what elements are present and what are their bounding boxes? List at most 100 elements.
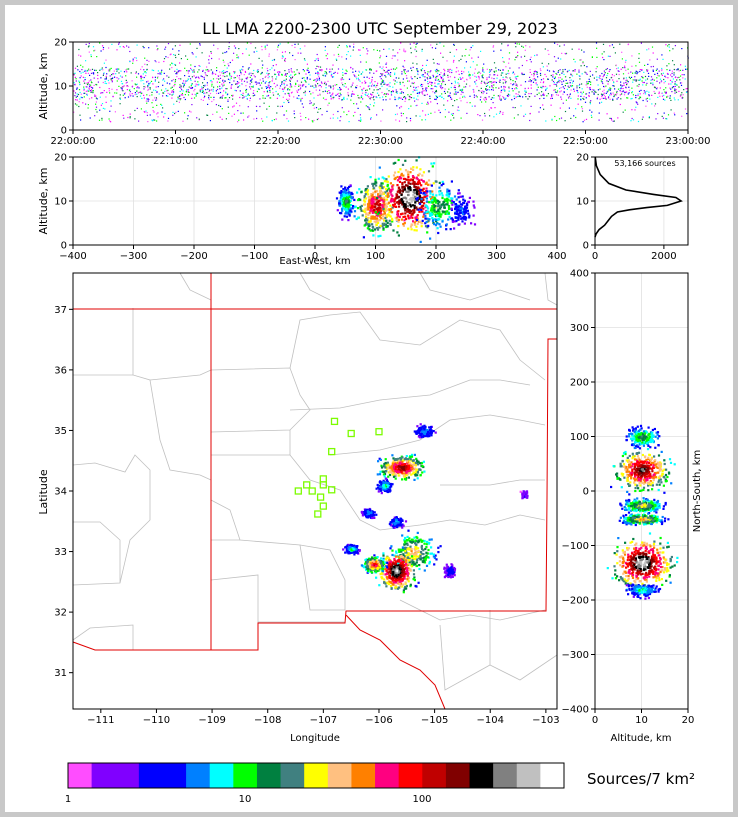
eastwest-density-mark [441, 196, 444, 200]
eastwest-density-mark [397, 195, 401, 199]
time-source-mark [571, 85, 574, 87]
time-source-mark [371, 93, 373, 96]
time-source-mark [211, 57, 213, 60]
time-source-mark [406, 71, 408, 73]
time-source-mark [234, 89, 236, 91]
time-source-mark [684, 65, 686, 67]
eastwest-density-mark [429, 237, 432, 240]
time-source-mark [427, 103, 429, 105]
time-source-mark [123, 46, 125, 48]
time-source-mark [221, 72, 223, 74]
time-source-mark [219, 74, 221, 76]
time-source-mark [648, 117, 650, 119]
time-source-mark [268, 86, 270, 89]
time-source-mark [620, 81, 622, 83]
time-source-mark [257, 69, 259, 71]
plan-density-mark [391, 471, 394, 474]
time-source-mark [358, 49, 360, 51]
time-source-mark [421, 74, 423, 76]
time-source-mark [502, 72, 504, 74]
time-source-mark [508, 86, 510, 88]
time-source-mark [403, 85, 405, 87]
time-source-mark [324, 98, 326, 101]
eastwest-density-mark [364, 189, 367, 192]
time-source-mark [610, 92, 612, 94]
time-source-mark [109, 92, 111, 94]
time-source-mark [97, 74, 99, 76]
time-source-mark [561, 52, 563, 54]
eastwest-density-mark [375, 207, 378, 211]
time-source-mark [87, 82, 89, 84]
eastwest-density-mark [385, 198, 388, 201]
time-source-mark [507, 93, 509, 95]
time-source-mark [85, 86, 87, 88]
time-source-mark [530, 105, 532, 107]
eastwest-density-mark [454, 212, 457, 215]
eastwest-density-mark [342, 202, 345, 205]
time-source-mark [294, 43, 296, 45]
time-source-mark [567, 85, 569, 87]
time-source-mark [95, 101, 97, 103]
time-source-mark [135, 57, 137, 59]
eastwest-density-mark [387, 192, 390, 195]
time-source-mark [85, 103, 87, 105]
eastwest-density-mark [406, 207, 409, 211]
time-source-mark [123, 117, 125, 119]
time-source-mark [492, 89, 494, 91]
time-source-mark [118, 85, 120, 87]
time-source-mark [178, 53, 180, 55]
time-source-mark [303, 70, 305, 72]
time-source-mark [140, 76, 142, 78]
time-source-mark [242, 66, 244, 68]
time-source-mark [140, 77, 142, 79]
time-source-mark [78, 80, 80, 82]
time-source-mark [304, 45, 306, 47]
eastwest-density-mark [385, 225, 388, 229]
time-source-mark [401, 71, 403, 73]
eastwest-density-mark [436, 214, 439, 217]
eastwest-density-mark [380, 196, 383, 200]
time-source-mark [260, 73, 262, 75]
time-source-mark [152, 99, 154, 101]
time-source-mark [309, 74, 311, 76]
time-source-mark [500, 89, 502, 91]
time-source-mark [340, 78, 342, 80]
time-source-mark [146, 64, 148, 66]
eastwest-density-mark [409, 198, 412, 201]
time-source-mark [109, 78, 112, 80]
time-source-mark [563, 91, 565, 93]
time-source-mark [603, 70, 605, 72]
time-source-mark [141, 76, 143, 78]
time-source-mark [375, 84, 378, 87]
eastwest-density-mark [411, 179, 415, 182]
time-source-mark [85, 70, 87, 72]
plan-density-mark [405, 477, 408, 480]
time-source-mark [679, 79, 681, 81]
time-source-mark [187, 70, 189, 72]
time-source-mark [534, 70, 536, 72]
eastwest-density-mark [366, 216, 369, 220]
time-source-mark [516, 76, 518, 78]
time-source-mark [373, 102, 376, 104]
time-source-mark [222, 94, 224, 96]
time-source-mark [613, 95, 615, 98]
time-source-mark [686, 88, 688, 90]
time-source-mark [76, 65, 78, 67]
eastwest-density-mark [439, 207, 442, 210]
time-source-mark [369, 72, 371, 74]
time-source-mark [560, 58, 562, 60]
time-source-mark [324, 71, 326, 73]
time-source-mark [388, 90, 390, 92]
time-source-mark [558, 77, 560, 79]
time-source-mark [317, 111, 319, 113]
eastwest-density-mark [473, 206, 476, 209]
time-source-mark [174, 80, 176, 82]
time-source-mark [390, 94, 393, 96]
time-source-mark [539, 98, 541, 100]
eastwest-density-mark [379, 224, 382, 227]
time-source-mark [372, 91, 374, 94]
time-source-mark [171, 97, 173, 99]
time-source-mark [488, 109, 490, 111]
eastwest-density-mark [375, 198, 378, 201]
time-source-mark [520, 105, 522, 107]
